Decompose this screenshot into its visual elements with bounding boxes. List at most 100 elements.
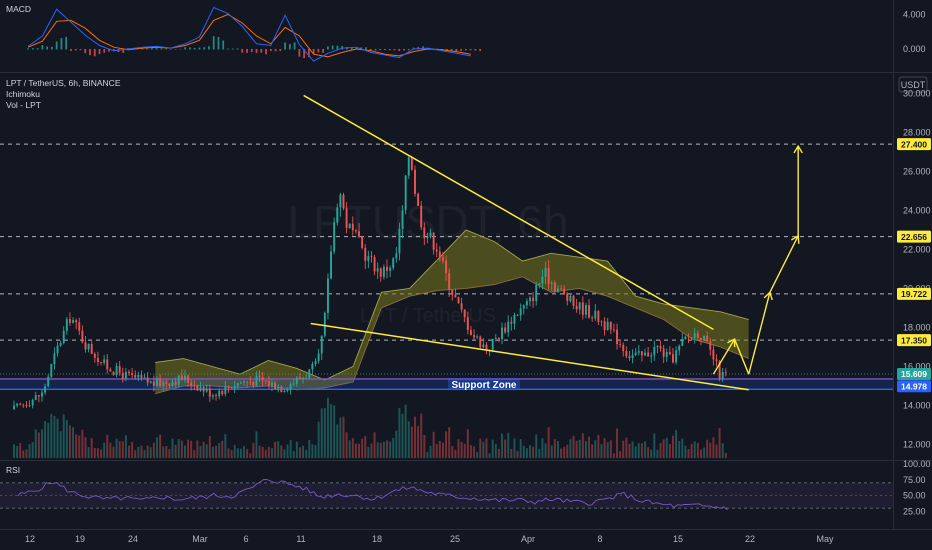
candle-body (233, 386, 236, 389)
price-tag-label: 14.978 (901, 382, 927, 392)
currency-button[interactable]: USDT (898, 76, 928, 93)
currency-label[interactable]: USDT (901, 80, 926, 90)
candle-body (529, 297, 531, 302)
symbol-legend[interactable]: LPT / TetherUS, 6h, BINANCE (6, 78, 121, 88)
candle-body (684, 336, 687, 340)
candle-body (131, 373, 134, 376)
candle-body (516, 314, 519, 316)
macd-histogram-bar (150, 48, 153, 50)
candle-body (283, 390, 286, 393)
candle-body (379, 268, 382, 277)
candle-body (721, 372, 724, 379)
candle-body (118, 366, 121, 373)
rsi-legend[interactable]: RSI (6, 465, 20, 475)
candle-body (432, 232, 435, 250)
volume-bar (292, 451, 295, 458)
candle-body (441, 257, 444, 261)
volume-bar (563, 446, 566, 458)
candle-body (177, 375, 180, 385)
volume-bar (696, 443, 699, 458)
candle-body (504, 327, 507, 333)
macd-histogram-bar (246, 48, 248, 53)
candle-body (541, 276, 544, 284)
candle-body (373, 257, 376, 272)
volume-bar (417, 426, 420, 458)
candle-body (13, 405, 15, 410)
rsi-tick-label: 50.00 (903, 491, 926, 501)
macd-histogram-bar (312, 48, 315, 54)
volume-bar (271, 448, 273, 458)
volume-bar (196, 440, 199, 458)
volume-bar (522, 445, 525, 458)
candle-body (659, 346, 662, 349)
volume-bar (482, 441, 485, 458)
macd-histogram-bar (103, 48, 106, 53)
candle-body (255, 376, 258, 386)
candle-body (448, 273, 451, 290)
macd-histogram-bar (255, 48, 258, 54)
volume-bar (180, 440, 183, 458)
macd-histogram-bar (108, 48, 110, 52)
candle-body (494, 337, 497, 339)
volume-bar (494, 444, 497, 458)
candle-body (699, 337, 702, 340)
volume-bar (320, 408, 323, 458)
candle-body (230, 387, 233, 389)
volume-bar (510, 448, 513, 458)
rsi-line (17, 479, 728, 511)
candle-body (358, 231, 360, 237)
macd-histogram-bar (336, 45, 339, 50)
x-tick-label: 6 (243, 534, 248, 544)
x-tick-label: Apr (521, 534, 535, 544)
ichimoku-legend[interactable]: Ichimoku (6, 89, 40, 99)
support-zone-label-bg (448, 378, 520, 391)
volume-bar (634, 446, 637, 458)
candle-body (550, 282, 553, 285)
volume-bar (401, 413, 404, 458)
volume-bar (103, 442, 106, 458)
volume-bar (414, 416, 416, 458)
projection-arrow-segment (712, 338, 736, 375)
volume-bar (267, 446, 270, 458)
candle-body (392, 258, 395, 268)
candle-body (625, 351, 628, 357)
volume-bar (463, 443, 466, 458)
currency-button-frame[interactable] (898, 76, 928, 93)
x-tick-label: 12 (25, 534, 35, 544)
volume-bar (566, 444, 569, 458)
candle-body (479, 336, 482, 348)
candle-body (591, 317, 594, 319)
price-tick-label: 16.000 (903, 361, 931, 371)
volume-bar (721, 443, 724, 458)
candle-body (637, 351, 640, 353)
rsi-pane (0, 479, 893, 511)
candle-body (712, 349, 715, 360)
macd-legend[interactable]: MACD (6, 4, 31, 14)
candle-body (407, 157, 410, 176)
candle-body (519, 308, 522, 316)
projection-arrow-head (763, 291, 773, 301)
support-zone-label[interactable]: Support Zone (452, 380, 517, 391)
volume-bar (72, 427, 75, 458)
volume-bar (712, 437, 715, 458)
candle-body (522, 305, 525, 309)
volume-bar (553, 439, 556, 458)
volume-bar (398, 407, 401, 458)
volume-bar (370, 443, 373, 458)
candle-body (190, 382, 193, 386)
macd-histogram-bar (203, 47, 206, 50)
candle-body (286, 389, 289, 391)
volume-bar (519, 439, 522, 458)
candle-body (59, 342, 62, 346)
x-tick-label: 18 (372, 534, 382, 544)
candle-body (507, 321, 510, 333)
volume-bar (479, 438, 482, 458)
volume-bar (600, 444, 603, 458)
macd-histogram-bar (374, 48, 377, 51)
candle-body (311, 364, 314, 370)
x-tick-label: 15 (673, 534, 683, 544)
volume-legend[interactable]: Vol - LPT (6, 100, 41, 110)
macd-histogram-bar (307, 48, 310, 58)
price-tick-label: 18.000 (903, 322, 931, 332)
candle-body (469, 329, 472, 336)
